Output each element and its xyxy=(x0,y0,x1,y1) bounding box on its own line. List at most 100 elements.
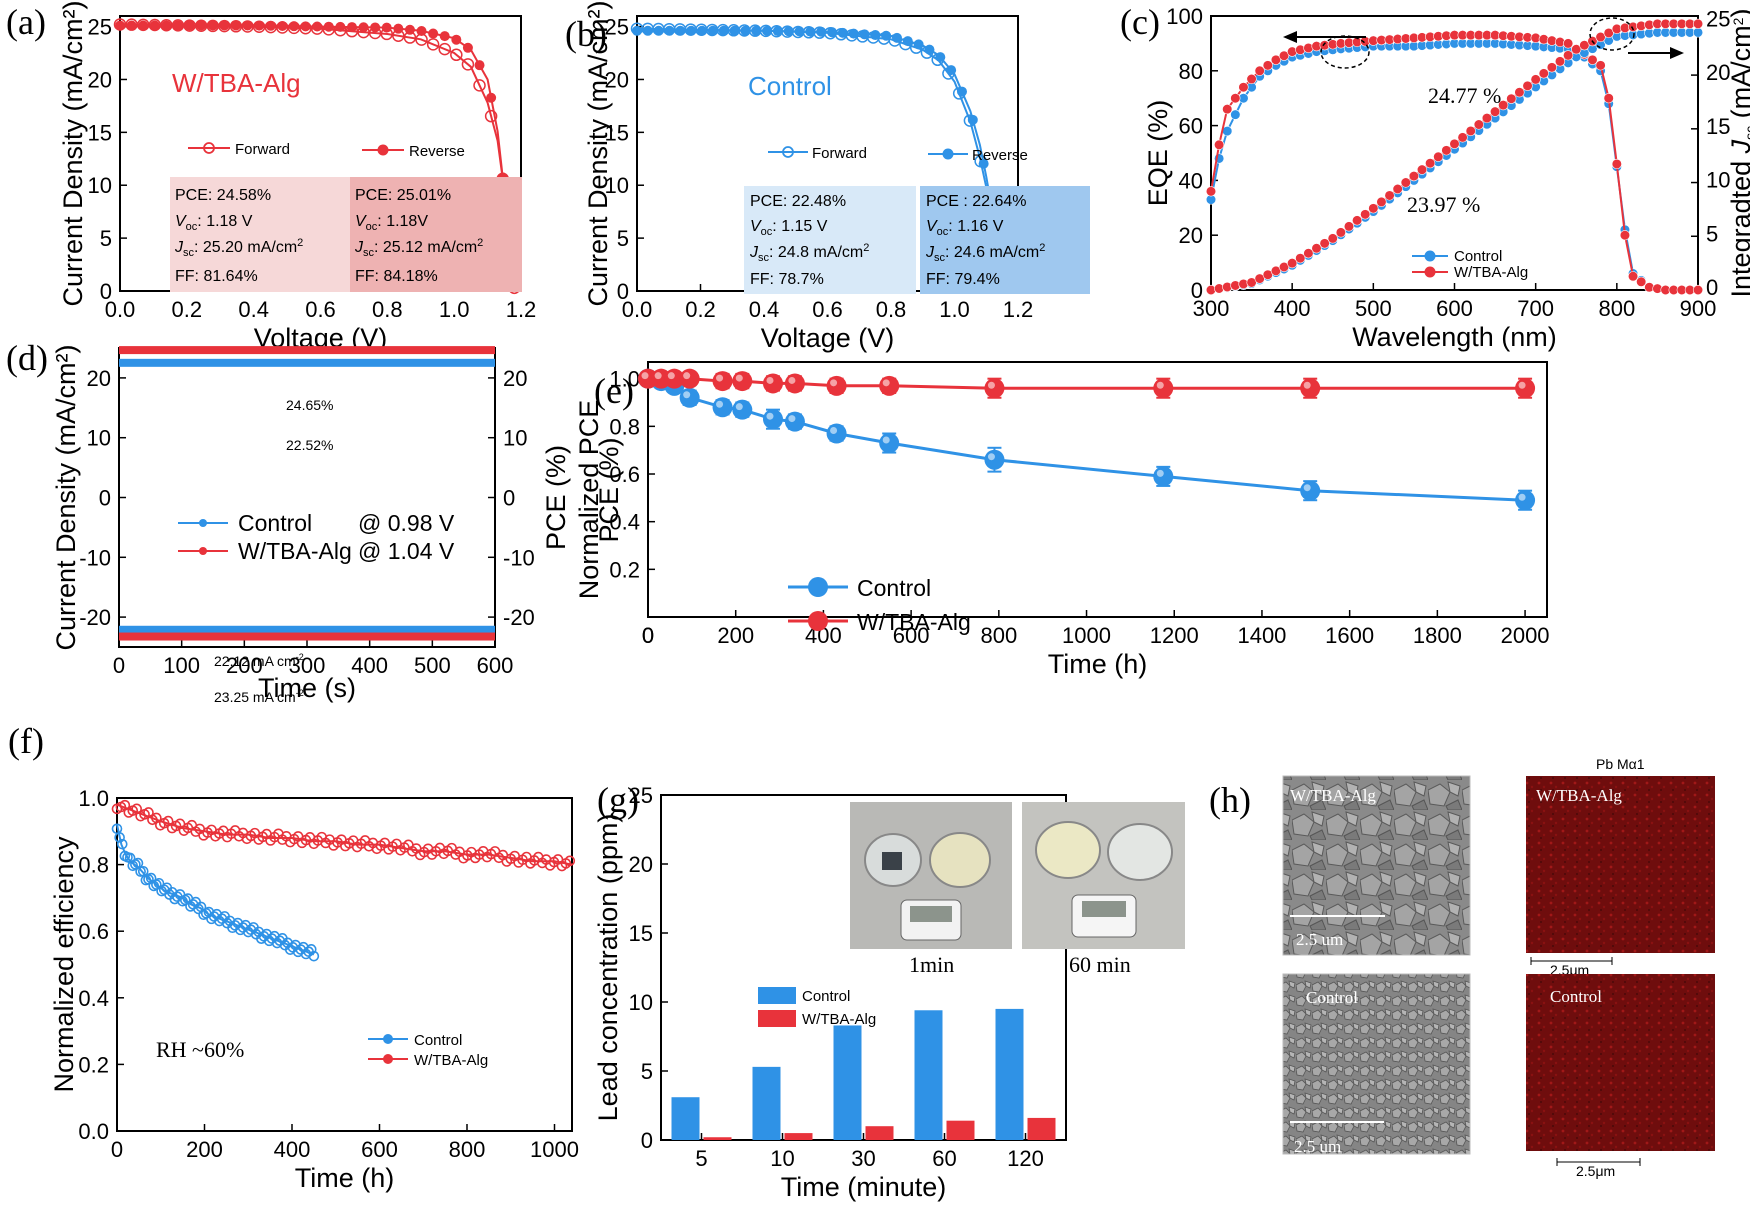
x-tick-label: 300 xyxy=(289,653,326,678)
data-point xyxy=(126,20,137,31)
x-tick-label: 700 xyxy=(1517,296,1554,321)
data-point xyxy=(826,375,847,396)
data-point xyxy=(675,25,686,36)
bar-control xyxy=(995,1008,1024,1140)
pce-value: PCE: 25.01% xyxy=(355,187,451,204)
jsc-value-text: : 25.12 mA/cm xyxy=(374,239,477,256)
data-point xyxy=(1205,186,1217,197)
y-axis-label: Lead concentration (ppm) xyxy=(593,814,623,1122)
panel-a-legend: Forward Reverse xyxy=(188,141,465,160)
data-point xyxy=(115,20,125,31)
data-point xyxy=(438,42,451,56)
bar-wtbaalg xyxy=(784,1133,813,1140)
y-tick-label: 15 xyxy=(629,921,653,946)
ff-value: FF: 79.4% xyxy=(926,271,1000,288)
jsc-value: Jsc: 24.8 mA/cm2 xyxy=(749,242,869,264)
data-point-highlight xyxy=(882,436,890,444)
voc-value: Voc: 1.18V xyxy=(355,213,428,233)
panel-d-note-red: 24.65% xyxy=(286,397,333,413)
photo-label-60min: 60 min xyxy=(1069,952,1131,977)
data-point xyxy=(1636,276,1647,287)
data-point-highlight xyxy=(1156,469,1164,477)
data-point xyxy=(184,20,195,31)
data-point xyxy=(712,371,733,392)
legend-forward: Forward xyxy=(812,145,867,162)
data-point xyxy=(761,25,772,36)
data-point xyxy=(967,114,978,125)
data-point xyxy=(783,26,794,37)
data-point-highlight xyxy=(1156,381,1164,389)
y2-tick-label: 10 xyxy=(1706,168,1730,193)
legend-marker xyxy=(199,547,207,555)
jsc-value: Jsc: 24.6 mA/cm2 xyxy=(925,242,1045,264)
panel-a-box-reverse: PCE: 25.01% Voc: 1.18V Jsc: 25.12 mA/cm2… xyxy=(350,177,522,292)
y-axis-label: Normalized PCE xyxy=(574,400,604,600)
map-label: W/TBA-Alg xyxy=(1536,786,1622,805)
chart-e-stability: 0 200 400 600 800 1000 1200 1400 1600 1800 20000.2… xyxy=(574,361,1550,679)
x-tick-label: 100 xyxy=(163,653,200,678)
jsc-value-text: : 24.6 mA/cm xyxy=(945,244,1039,261)
data-point-highlight xyxy=(766,412,774,420)
chart-g-lead-leakage: 0 5 10 15 20 25 Time (minute) Lead concentratio… xyxy=(593,783,1067,1202)
y-tick-label: 0.8 xyxy=(78,853,109,878)
data-point xyxy=(114,832,125,843)
data-point xyxy=(1587,54,1598,65)
data-point xyxy=(729,25,740,36)
plot-frame xyxy=(647,361,1548,618)
bar-control xyxy=(752,1066,781,1140)
data-point xyxy=(679,368,700,389)
data-point xyxy=(1546,62,1557,73)
x-tick-label: 1000 xyxy=(530,1137,579,1162)
data-point xyxy=(1416,164,1428,175)
panel-f-rh-note: RH ~60% xyxy=(156,1037,244,1062)
data-point xyxy=(564,855,576,867)
x-tick-label: 500 xyxy=(414,653,451,678)
y-axis-label-pce: PCE (%) xyxy=(594,437,624,542)
voc-value-text: : 1.18V xyxy=(377,213,428,230)
x-tick-label: 0.0 xyxy=(622,297,653,322)
legend-marker xyxy=(808,611,828,631)
data-point-highlight xyxy=(667,372,675,380)
y2-tick-label: 25 xyxy=(1706,6,1730,31)
y2-tick-label: 0 xyxy=(1706,275,1718,300)
panel-letter-e: (e) xyxy=(594,371,634,411)
y-tick-label: 0 xyxy=(1191,278,1203,303)
x-tick-label: 1200 xyxy=(1150,623,1199,648)
panel-c-arrows xyxy=(1283,17,1684,69)
x-tick-label: 400 xyxy=(351,653,388,678)
y-tick-label: 10 xyxy=(605,173,629,198)
y-axis-label: Normalized efficiency xyxy=(49,836,79,1093)
data-point xyxy=(664,25,675,36)
x-tick-label: 900 xyxy=(1680,296,1717,321)
y-tick-label: 0.4 xyxy=(609,510,640,535)
x-tick-label: 0.4 xyxy=(749,297,780,322)
y-tick-label: 0.4 xyxy=(78,986,109,1011)
x-tick-label: 400 xyxy=(1274,296,1311,321)
data-point xyxy=(138,20,149,31)
x-tick-label: 0.8 xyxy=(876,297,907,322)
data-point xyxy=(1311,243,1322,254)
data-point xyxy=(451,34,462,45)
y2-axis-label-sub: sc xyxy=(1742,126,1750,140)
data-point xyxy=(335,21,346,32)
data-point-highlight xyxy=(1518,381,1526,389)
y-tick-label: 15 xyxy=(88,120,112,145)
note-text: 22.12 mA cm xyxy=(214,653,296,669)
y-tick-label: 20 xyxy=(503,366,527,391)
chart-d-steady-state: 0 100 200 300 400 500 600 -20 -10 0 10 20 -20 -10 0 10 2… xyxy=(51,344,571,703)
bar-wtbaalg xyxy=(703,1137,732,1140)
y2-tick-label: 20 xyxy=(1706,60,1730,85)
data-point xyxy=(149,20,160,31)
y-axis-label: Current Density (mA/cm²) xyxy=(58,0,88,306)
data-point xyxy=(732,399,753,420)
chart-b-jv-curve: 0.0 0.2 0.4 0.6 0.8 1.0 1.2 0 5 10 15 20 25 Voltage (… xyxy=(583,0,1033,353)
y-tick-label: 20 xyxy=(605,67,629,92)
data-point xyxy=(1465,125,1476,137)
data-point xyxy=(1351,215,1363,226)
x-tick-label: 0 xyxy=(642,623,654,648)
x-tick-label: 120 xyxy=(1007,1146,1044,1171)
bar-wtbaalg xyxy=(1027,1117,1056,1140)
data-point xyxy=(1522,80,1533,91)
map-title: Pb Mα1 xyxy=(1596,756,1645,772)
